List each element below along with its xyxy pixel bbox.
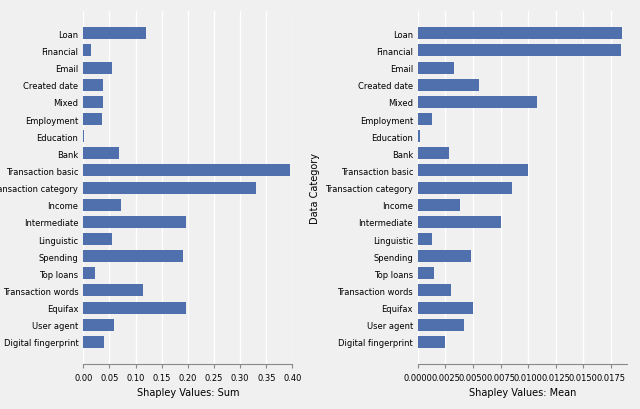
Bar <box>418 63 454 74</box>
Bar <box>83 302 186 314</box>
Bar <box>83 45 91 57</box>
Bar <box>83 28 146 40</box>
Bar <box>418 267 435 280</box>
Bar <box>418 199 460 211</box>
Bar <box>418 114 432 126</box>
Bar <box>418 182 511 194</box>
Bar <box>418 148 449 160</box>
Bar <box>418 285 451 297</box>
Bar <box>83 165 290 177</box>
Bar <box>83 267 95 280</box>
Y-axis label: Data Category: Data Category <box>310 153 319 224</box>
Bar <box>83 63 112 74</box>
Bar <box>83 148 119 160</box>
Bar <box>83 336 104 348</box>
Bar <box>418 28 621 40</box>
Bar <box>83 97 103 109</box>
Bar <box>418 319 464 331</box>
Bar <box>418 336 445 348</box>
Bar <box>83 131 84 143</box>
Bar <box>418 97 537 109</box>
Bar <box>418 302 473 314</box>
Bar <box>418 45 621 57</box>
Bar <box>83 199 121 211</box>
Bar <box>83 182 256 194</box>
Bar <box>83 114 102 126</box>
Bar <box>83 216 186 228</box>
Bar <box>418 251 471 263</box>
Bar <box>418 131 420 143</box>
Bar <box>418 80 479 92</box>
X-axis label: Shapley Values: Mean: Shapley Values: Mean <box>469 388 576 398</box>
Bar <box>418 216 500 228</box>
Bar <box>418 234 432 245</box>
Bar <box>83 319 113 331</box>
Bar <box>83 251 182 263</box>
Bar <box>83 80 103 92</box>
Bar <box>83 285 143 297</box>
Bar <box>83 234 112 245</box>
Bar <box>418 165 528 177</box>
X-axis label: Shapley Values: Sum: Shapley Values: Sum <box>136 388 239 398</box>
